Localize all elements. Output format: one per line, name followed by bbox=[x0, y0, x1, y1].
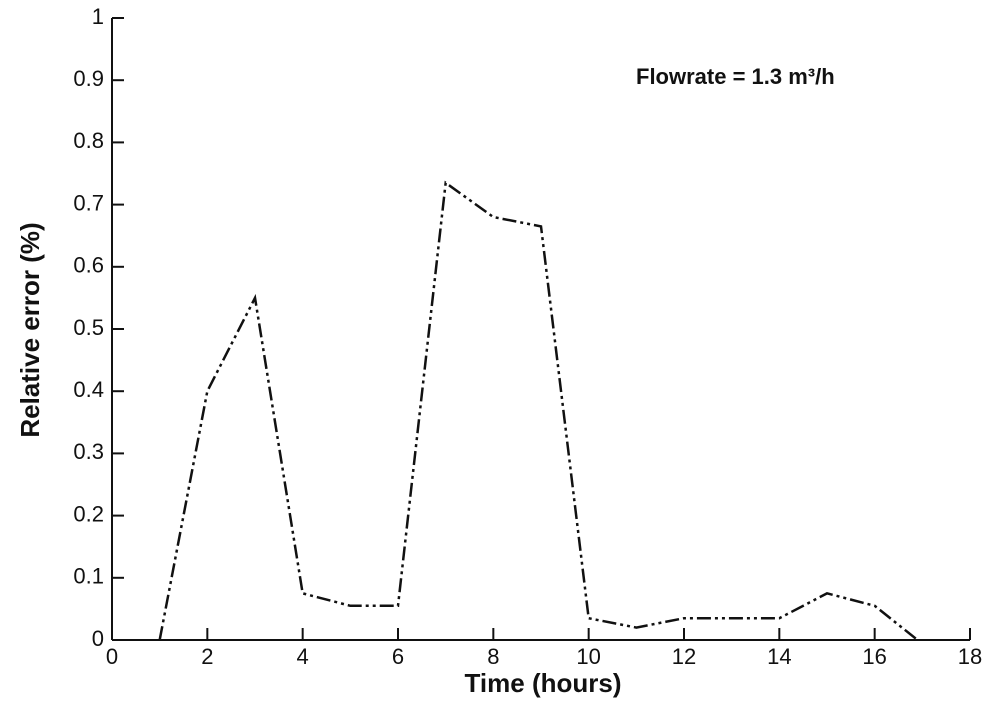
y-tick-label: 0.7 bbox=[73, 190, 104, 215]
x-tick-label: 6 bbox=[392, 644, 404, 669]
y-tick-label: 0 bbox=[92, 626, 104, 651]
x-tick-label: 2 bbox=[201, 644, 213, 669]
y-tick-label: 0.4 bbox=[73, 377, 104, 402]
y-tick-label: 0.5 bbox=[73, 315, 104, 340]
data-line bbox=[158, 180, 919, 641]
x-tick-label: 10 bbox=[576, 644, 600, 669]
x-axis-label: Time (hours) bbox=[465, 668, 622, 698]
y-tick-label: 0.1 bbox=[73, 564, 104, 589]
annotation: Flowrate = 1.3 m³/h bbox=[636, 64, 835, 89]
y-tick-label: 0.2 bbox=[73, 501, 104, 526]
x-tick-label: 14 bbox=[767, 644, 791, 669]
y-tick-label: 0.3 bbox=[73, 439, 104, 464]
y-tick-label: 0.6 bbox=[73, 253, 104, 278]
y-tick-label: 1 bbox=[92, 4, 104, 29]
x-tick-label: 8 bbox=[487, 644, 499, 669]
x-tick-label: 16 bbox=[862, 644, 886, 669]
y-tick-label: 0.9 bbox=[73, 66, 104, 91]
x-tick-label: 18 bbox=[958, 644, 982, 669]
x-tick-label: 4 bbox=[297, 644, 309, 669]
y-axis-label: Relative error (%) bbox=[15, 222, 45, 437]
x-tick-label: 12 bbox=[672, 644, 696, 669]
x-tick-label: 0 bbox=[106, 644, 118, 669]
y-tick-label: 0.8 bbox=[73, 128, 104, 153]
